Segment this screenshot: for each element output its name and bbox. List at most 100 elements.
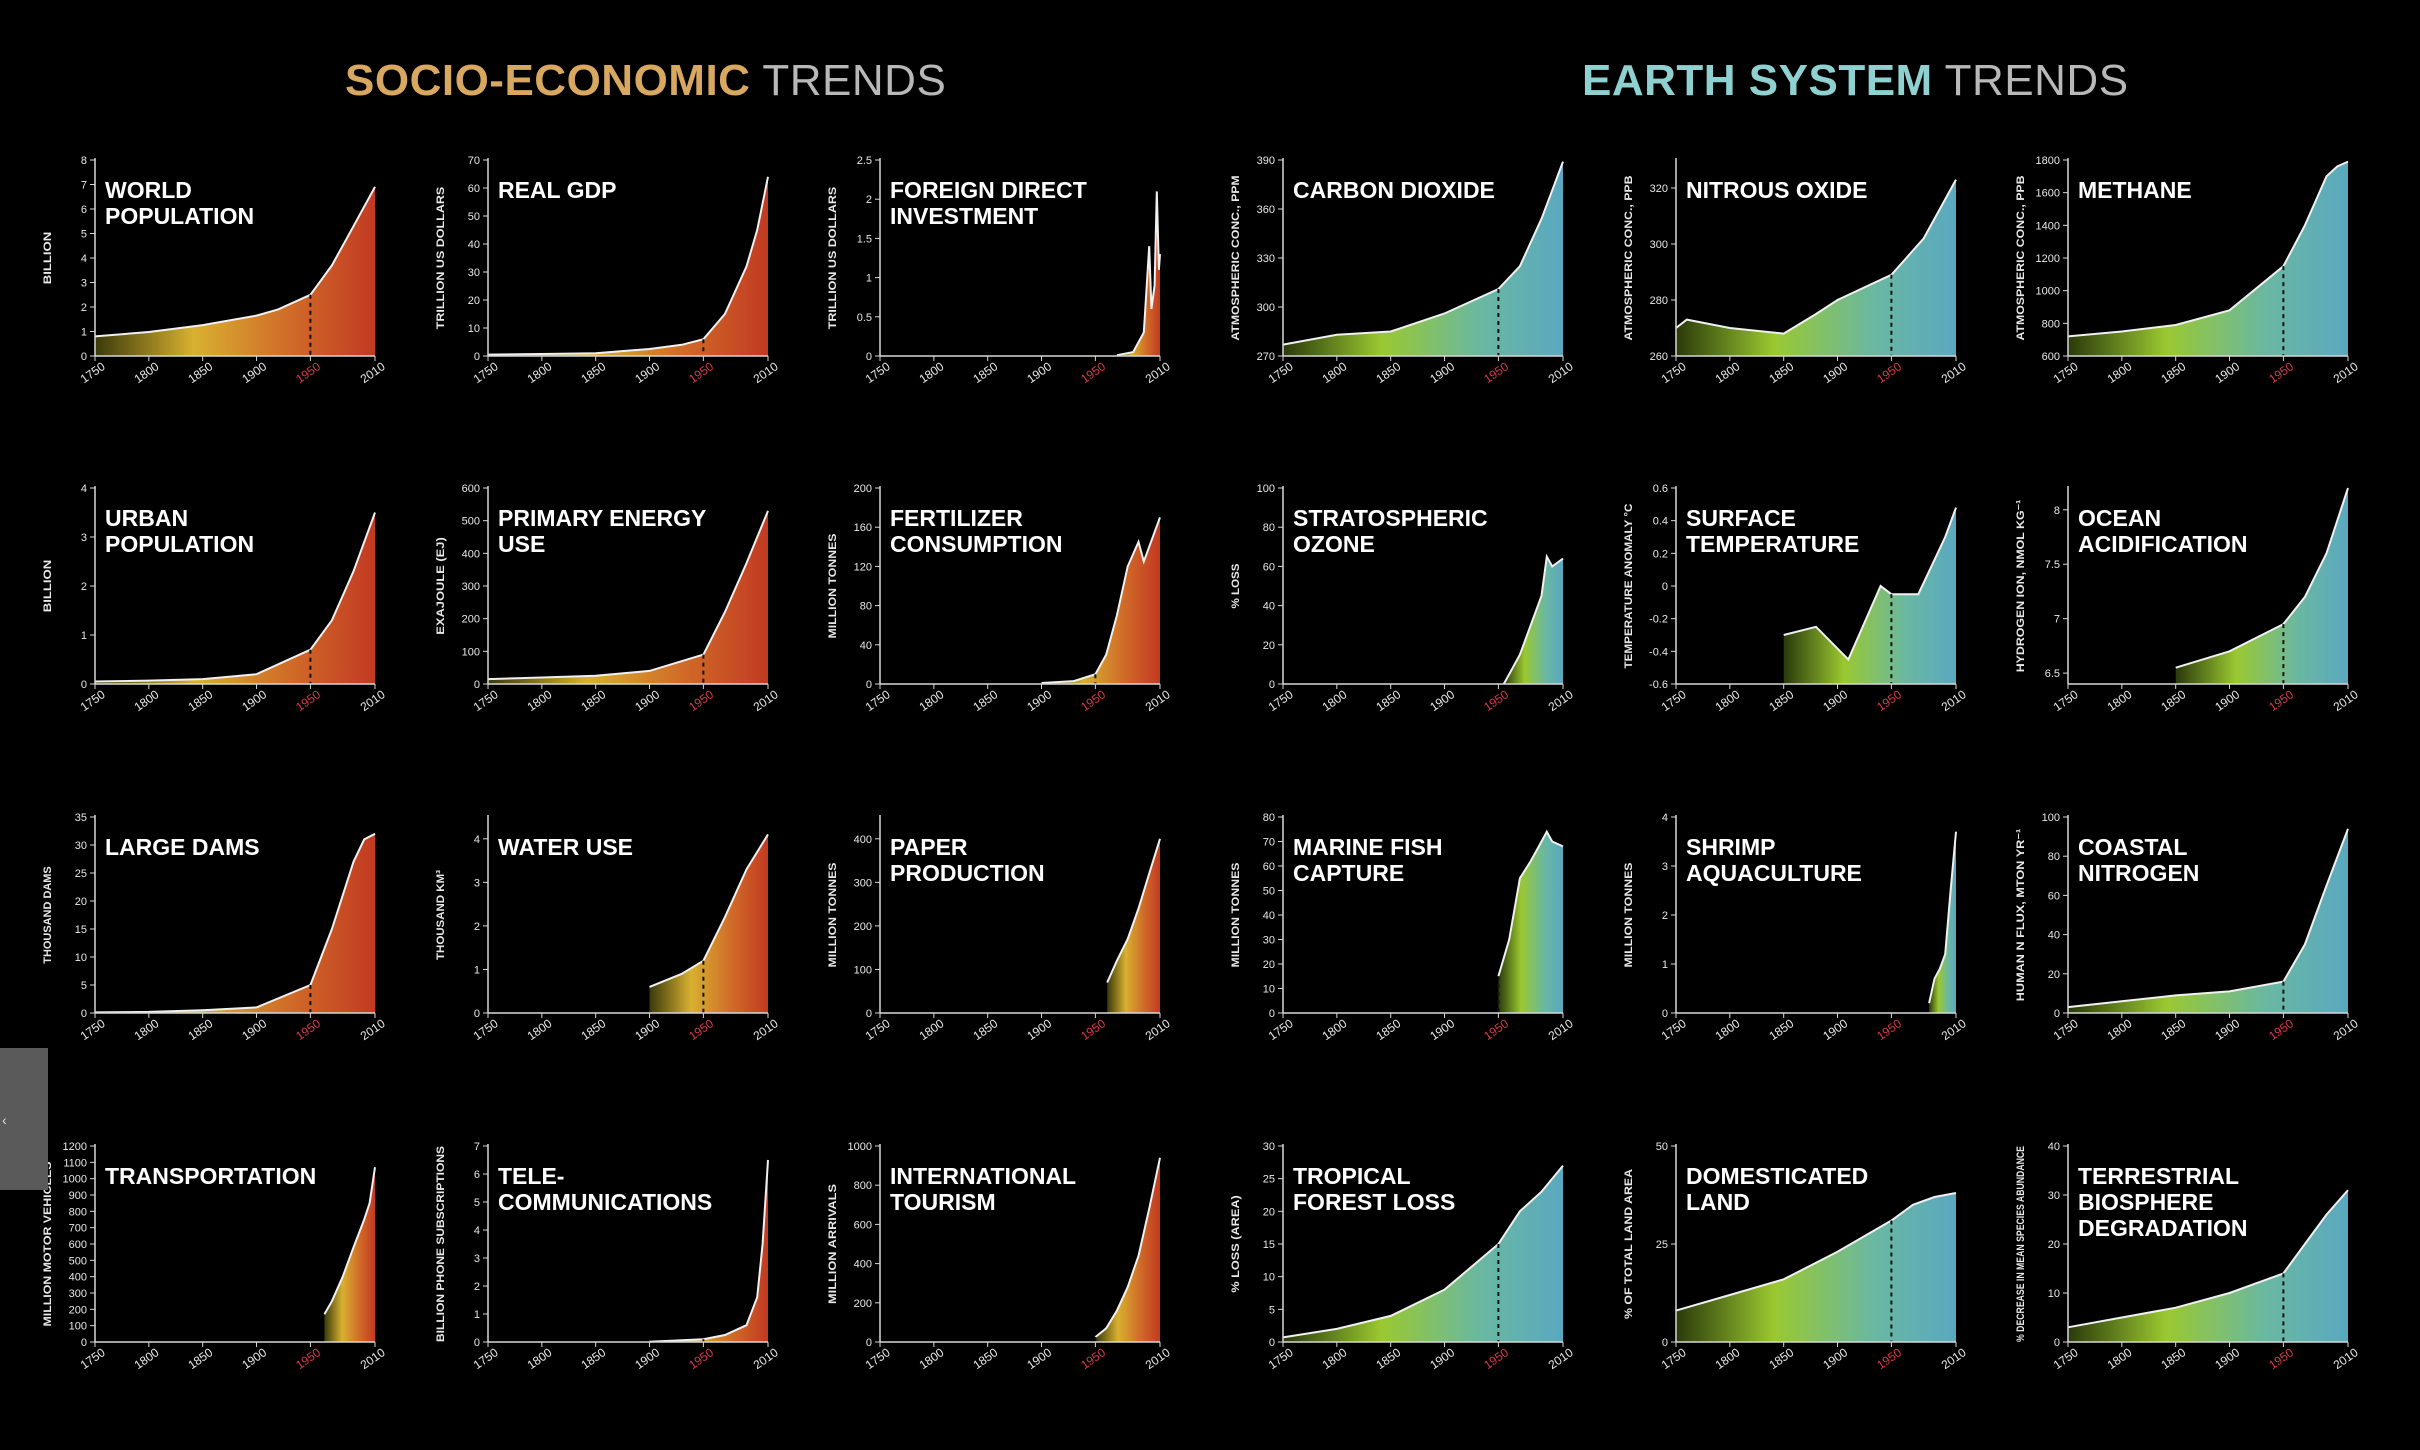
y-tick-label: 2.5 xyxy=(857,155,872,167)
y-axis-label: % DECREASE IN MEAN SPECIES ABUNDANCE xyxy=(2015,1146,2027,1342)
y-tick-label: 3 xyxy=(474,1253,480,1265)
chart-title: PAPER PRODUCTION xyxy=(890,834,1045,886)
y-tick-label: 1400 xyxy=(2036,220,2060,232)
x-tick-label: 1850 xyxy=(185,1345,215,1372)
y-tick-label: 7 xyxy=(81,180,87,192)
x-tick-label: 1800 xyxy=(917,687,947,714)
x-tick-label: 2010 xyxy=(1939,687,1969,714)
y-axis-label: BILLION xyxy=(42,232,54,285)
x-tick-label: 1850 xyxy=(1373,1016,1403,1043)
x-tick-label: 1900 xyxy=(1820,359,1850,386)
chart-title: WORLD POPULATION xyxy=(105,177,254,229)
x-tick-label: 2010 xyxy=(1546,687,1576,714)
series-line xyxy=(1675,1192,1957,1312)
y-tick-label: 1 xyxy=(81,327,87,339)
x-tick-label: 1750 xyxy=(471,1345,501,1372)
side-tab[interactable]: ‹ xyxy=(0,1048,48,1190)
y-tick-label: 0 xyxy=(81,1008,87,1020)
area-series xyxy=(1095,1157,1160,1342)
y-tick-label: 1000 xyxy=(2036,286,2060,298)
y-tick-label: 800 xyxy=(854,1180,872,1192)
x-tick-label: 1800 xyxy=(525,687,555,714)
y-tick-label: 25 xyxy=(1656,1239,1668,1251)
y-tick-label: 40 xyxy=(2048,1141,2060,1153)
y-tick-label: 4 xyxy=(81,483,87,495)
y-tick-label: 8 xyxy=(81,155,87,167)
series-line xyxy=(487,510,769,681)
x-tick-label: 1800 xyxy=(917,359,947,386)
chart-title: FERTILIZER CONSUMPTION xyxy=(890,505,1063,557)
y-tick-label: 25 xyxy=(75,868,87,880)
y-tick-label: -0.6 xyxy=(1649,679,1668,691)
x-tick-label: 2010 xyxy=(1546,359,1576,386)
y-tick-label: 400 xyxy=(854,834,872,846)
x-tick-label: 1900 xyxy=(1427,1345,1457,1372)
x-tick-label: 2010 xyxy=(2331,359,2361,386)
series-line xyxy=(1675,179,1957,335)
x-tick-label: 1800 xyxy=(1713,359,1743,386)
chart-title: MARINE FISH CAPTURE xyxy=(1293,834,1443,886)
y-tick-label: 8 xyxy=(2054,505,2060,517)
y-tick-label: 0 xyxy=(866,1337,872,1349)
series-line xyxy=(1094,1157,1161,1338)
y-tick-label: 400 xyxy=(69,1272,87,1284)
y-tick-label: 300 xyxy=(462,581,480,593)
y-tick-label: 20 xyxy=(2048,1239,2060,1251)
y-tick-label: 320 xyxy=(1650,183,1668,195)
x-tick-label: 1800 xyxy=(1713,687,1743,714)
x-tick-label: 1850 xyxy=(970,359,1000,386)
series-line xyxy=(649,833,769,988)
y-tick-label: 100 xyxy=(1257,483,1275,495)
x-tick-label: 1750 xyxy=(78,359,108,386)
x-tick-label: 1950 xyxy=(1481,1345,1511,1372)
y-tick-label: 60 xyxy=(1263,861,1275,873)
y-axis-label: MILLION ARRIVALS xyxy=(827,1184,839,1304)
y-tick-label: 60 xyxy=(1263,561,1275,573)
y-tick-label: 1000 xyxy=(848,1141,872,1153)
y-tick-label: 30 xyxy=(468,267,480,279)
y-axis-label: TRILLION US DOLLARS xyxy=(827,187,839,330)
area-series xyxy=(488,176,768,356)
area-series xyxy=(1283,1165,1563,1342)
y-tick-label: 0 xyxy=(81,1337,87,1349)
x-tick-label: 1800 xyxy=(1320,1345,1350,1372)
y-tick-label: 20 xyxy=(75,896,87,908)
y-tick-label: 80 xyxy=(1263,522,1275,534)
chart-panel-3: 0 0.5 1 1.5 2 2.5 1750 1800 1850 1900 1950 2010 TRIL… xyxy=(827,155,1173,386)
series-line xyxy=(1928,831,1957,1004)
y-tick-label: 270 xyxy=(1257,351,1275,363)
y-tick-label: 1 xyxy=(474,1309,480,1321)
y-tick-label: 40 xyxy=(1263,910,1275,922)
x-tick-label: 1800 xyxy=(917,1345,947,1372)
x-tick-label: 1800 xyxy=(525,359,555,386)
y-tick-label: 400 xyxy=(462,548,480,560)
chart-panel-9: 0 40 80 120 160 200 1750 1800 1850 1900 1950 2010 MI… xyxy=(827,483,1173,714)
chart-panel-23: 0 25 50 1750 1800 1850 1900 1950 2010 % OF TOTAL … xyxy=(1623,1141,1969,1372)
x-tick-label: 1750 xyxy=(863,1345,893,1372)
chart-panel-1: 0 1 2 3 4 5 6 7 8 1750 1800 1850 1900 1950 2010 BILLION… xyxy=(42,155,388,386)
x-tick-label: 1900 xyxy=(2212,1345,2242,1372)
y-tick-label: 1.5 xyxy=(857,233,872,245)
chart-panel-20: 0 1 2 3 4 5 6 7 1750 1800 1850 1900 1950 2010 BILLION … xyxy=(435,1141,781,1372)
x-tick-label: 1850 xyxy=(2158,359,2188,386)
y-tick-label: 20 xyxy=(1263,1206,1275,1218)
x-tick-label: 1950 xyxy=(1481,687,1511,714)
x-tick-label: 1900 xyxy=(239,687,269,714)
x-tick-label: 1800 xyxy=(1320,359,1350,386)
area-series xyxy=(2068,828,2348,1013)
chart-title: INTERNATIONAL TOURISM xyxy=(890,1163,1076,1215)
y-axis-label: ATMOSPHERIC CONC., PPB xyxy=(2015,175,2027,340)
chart-title: TELE-COMMUNICATIONS xyxy=(498,1163,712,1215)
chart-title: REAL GDP xyxy=(498,177,616,203)
y-tick-label: 5 xyxy=(81,980,87,992)
y-tick-label: 0 xyxy=(866,679,872,691)
y-tick-label: 200 xyxy=(69,1304,87,1316)
y-tick-label: 700 xyxy=(69,1223,87,1235)
y-tick-label: 300 xyxy=(1257,302,1275,314)
x-tick-label: 1750 xyxy=(78,1345,108,1372)
area-series xyxy=(95,186,375,356)
chart-panel-16: 0 10 20 30 40 50 60 70 80 1750 1800 1850 1900 1950 201… xyxy=(1230,812,1576,1043)
series-line xyxy=(2175,487,2349,669)
x-tick-label: 1750 xyxy=(78,1016,108,1043)
